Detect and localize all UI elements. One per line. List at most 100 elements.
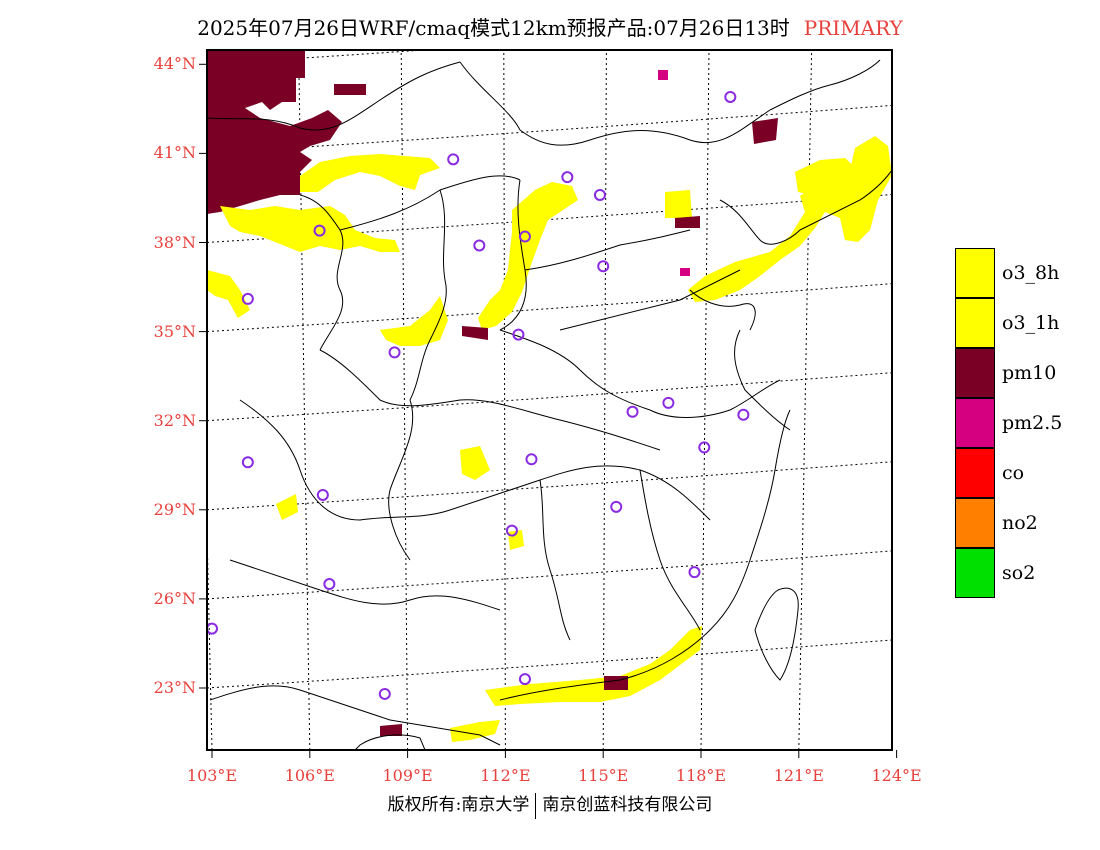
meridian-line <box>700 50 710 750</box>
legend-item-o3-8h: o3_8h <box>955 248 1085 298</box>
station-circle <box>662 396 675 409</box>
station-circle <box>593 188 606 201</box>
hainan-outline <box>354 734 426 750</box>
meridian-line <box>897 50 915 750</box>
station-circle <box>241 456 254 469</box>
o3-region-bohai <box>688 136 892 302</box>
parallel-line <box>207 461 892 511</box>
footer-right: 南京创蓝科技有限公司 <box>542 795 713 815</box>
station-circle <box>518 673 531 686</box>
o3-region-liaodong <box>795 158 858 196</box>
o3-region-hebei <box>665 190 692 218</box>
y-tick-label: 32°N <box>153 410 196 430</box>
o3-region-central-south <box>460 446 490 480</box>
x-tick-label: 124°E <box>871 766 922 785</box>
pm10-spot-northeast <box>752 118 778 144</box>
station-circle <box>518 230 531 243</box>
pm25-spot-north <box>658 70 668 80</box>
page-title: 2025年07月26日WRF/cmaq模式12km预报产品:07月26日13时 P… <box>0 12 1100 41</box>
legend: o3_8h o3_1h pm10 pm2.5 co no2 so2 <box>955 248 1085 598</box>
station-circle <box>447 153 460 166</box>
parallel-line <box>207 639 892 689</box>
station-circle <box>473 239 486 252</box>
pm10-spot <box>334 84 366 95</box>
legend-item-pm10: pm10 <box>955 348 1085 398</box>
boundaries <box>207 59 892 750</box>
legend-item-so2: so2 <box>955 548 1085 598</box>
pm10-region-northwest <box>207 50 342 214</box>
x-tick-label: 112°E <box>480 766 531 785</box>
pollutant-regions <box>207 50 892 742</box>
station-circle <box>512 328 525 341</box>
station-circle <box>316 488 329 501</box>
legend-label: no2 <box>1002 512 1038 534</box>
station-circle <box>241 292 254 305</box>
o3-region-west-small <box>207 270 250 318</box>
station-circle <box>525 453 538 466</box>
pm10-spot-coast <box>604 676 628 690</box>
pm10-spot-taiyuan <box>462 326 488 340</box>
station-circle <box>207 622 218 635</box>
pm10-spot-tianjin <box>675 216 700 228</box>
title-main: 2025年07月26日WRF/cmaq模式12km预报产品:07月26日13时 <box>197 16 790 40</box>
legend-item-o3-1h: o3_1h <box>955 298 1085 348</box>
station-markers <box>207 90 750 700</box>
x-tick-label: 118°E <box>675 766 727 785</box>
x-tick-label: 121°E <box>773 766 824 785</box>
x-tick-label: 109°E <box>382 766 433 785</box>
station-circle <box>737 408 750 421</box>
o3-region-south-small <box>450 720 500 742</box>
o3-region-south-coast <box>485 626 702 706</box>
station-circle <box>688 566 701 579</box>
station-circle <box>313 224 326 237</box>
pm25-spot-shandong <box>680 268 690 276</box>
y-tick-label: 26°N <box>153 588 196 608</box>
legend-label: so2 <box>1002 562 1036 584</box>
axis-ticks <box>199 63 898 758</box>
station-circle <box>610 500 623 513</box>
station-circle <box>724 90 737 103</box>
y-tick-label: 23°N <box>153 678 196 697</box>
station-circle <box>626 405 639 418</box>
map-frame <box>206 49 893 751</box>
station-circle <box>378 687 391 700</box>
meridian-line <box>602 50 607 750</box>
parallel-line <box>207 372 892 422</box>
o3-region-taihang <box>478 182 578 330</box>
meridian-line <box>400 50 409 750</box>
station-circle <box>323 578 336 591</box>
legend-label: pm2.5 <box>1002 412 1063 434</box>
station-circle <box>388 346 401 359</box>
footer-left: 版权所有:南京大学 <box>387 795 530 815</box>
station-circle <box>698 441 711 454</box>
meridian-line <box>503 50 506 750</box>
x-tick-label: 103°E <box>186 766 238 785</box>
y-tick-label: 44°N <box>153 54 196 74</box>
pm10-spot-south <box>380 724 402 736</box>
o3-region-guizhou <box>276 494 298 520</box>
o3-region-central <box>380 296 448 346</box>
legend-label: co <box>1002 462 1025 484</box>
legend-swatch <box>955 348 995 398</box>
x-tick-label: 115°E <box>578 766 629 785</box>
legend-swatch <box>955 448 995 498</box>
legend-swatch <box>955 398 995 448</box>
legend-swatch <box>955 548 995 598</box>
x-tick-label: 106°E <box>284 766 335 785</box>
y-tick-label: 29°N <box>153 499 196 519</box>
footer: 版权所有:南京大学 南京创蓝科技有限公司 <box>0 790 1100 819</box>
y-tick-label: 35°N <box>153 321 196 341</box>
station-circle <box>597 260 610 273</box>
title-tag: PRIMARY <box>803 16 903 40</box>
legend-item-pm2-5: pm2.5 <box>955 398 1085 448</box>
legend-item-no2: no2 <box>955 498 1085 548</box>
legend-label: o3_8h <box>1002 262 1060 284</box>
legend-swatch <box>955 248 995 298</box>
legend-swatch <box>955 498 995 548</box>
meridian-line <box>798 50 813 750</box>
station-circle <box>561 171 574 184</box>
legend-swatch <box>955 298 995 348</box>
parallel-line <box>207 283 892 333</box>
y-tick-label: 41°N <box>153 143 196 163</box>
